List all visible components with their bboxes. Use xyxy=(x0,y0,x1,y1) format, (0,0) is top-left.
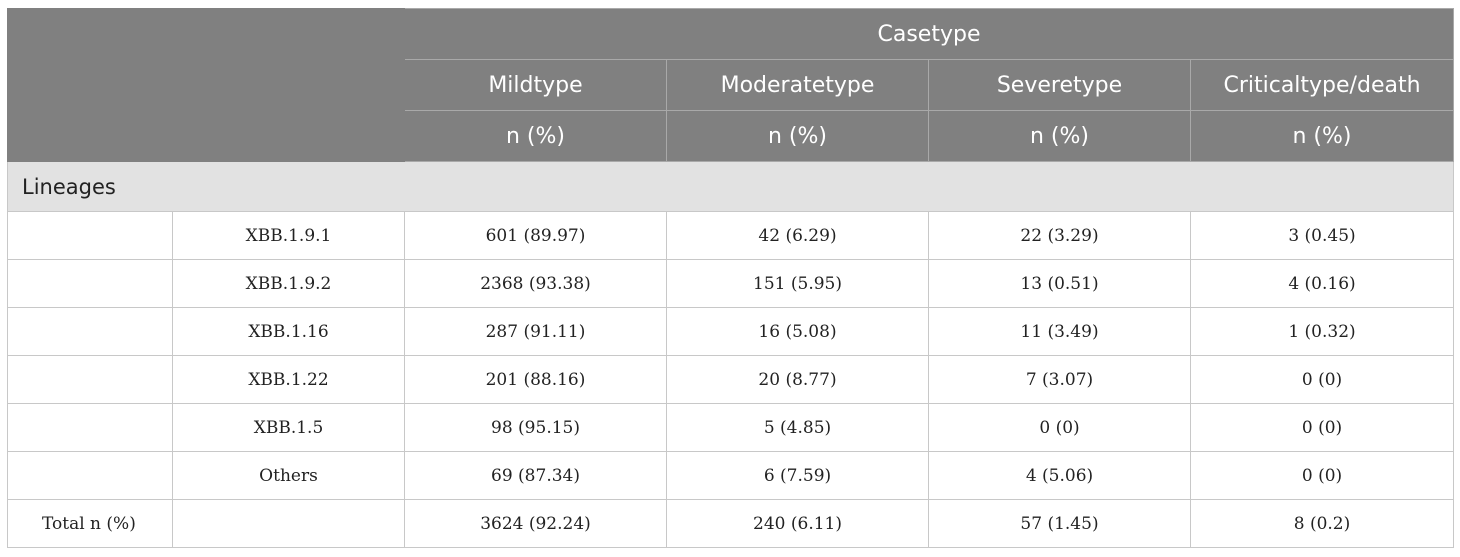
value-cell: 0 (0) xyxy=(1190,355,1454,404)
lineage-name: XBB.1.9.1 xyxy=(172,211,405,260)
value-cell: 4 (0.16) xyxy=(1190,259,1454,308)
total-value-cell: 3624 (92.24) xyxy=(404,499,667,548)
header-unit: n (%) xyxy=(404,110,667,162)
value-cell: 22 (3.29) xyxy=(928,211,1191,260)
value-cell: 69 (87.34) xyxy=(404,451,667,500)
value-cell: 6 (7.59) xyxy=(666,451,929,500)
row-spacer-cell xyxy=(7,451,173,500)
value-cell: 151 (5.95) xyxy=(666,259,929,308)
total-value-cell: 8 (0.2) xyxy=(1190,499,1454,548)
table-row: XBB.1.16 287 (91.11) 16 (5.08) 11 (3.49)… xyxy=(7,307,1454,356)
lineage-name: XBB.1.9.2 xyxy=(172,259,405,308)
casetype-lineage-table: Casetype Mildtype Moderatetype Severetyp… xyxy=(7,8,1454,548)
row-spacer-cell xyxy=(7,355,173,404)
table-row: XBB.1.5 98 (95.15) 5 (4.85) 0 (0) 0 (0) xyxy=(7,403,1454,452)
value-cell: 2368 (93.38) xyxy=(404,259,667,308)
value-cell: 0 (0) xyxy=(928,403,1191,452)
row-spacer-cell xyxy=(172,499,405,548)
total-value-cell: 57 (1.45) xyxy=(928,499,1191,548)
value-cell: 7 (3.07) xyxy=(928,355,1191,404)
header-col-criticaltype: Criticaltype/death xyxy=(1190,59,1454,111)
value-cell: 4 (5.06) xyxy=(928,451,1191,500)
value-cell: 3 (0.45) xyxy=(1190,211,1454,260)
value-cell: 20 (8.77) xyxy=(666,355,929,404)
lineage-name: XBB.1.16 xyxy=(172,307,405,356)
lineage-name: XBB.1.5 xyxy=(172,403,405,452)
value-cell: 0 (0) xyxy=(1190,451,1454,500)
value-cell: 601 (89.97) xyxy=(404,211,667,260)
value-cell: 98 (95.15) xyxy=(404,403,667,452)
table-row: Others 69 (87.34) 6 (7.59) 4 (5.06) 0 (0… xyxy=(7,451,1454,500)
table-row: XBB.1.9.2 2368 (93.38) 151 (5.95) 13 (0.… xyxy=(7,259,1454,308)
value-cell: 201 (88.16) xyxy=(404,355,667,404)
header-group-casetype: Casetype xyxy=(404,8,1454,60)
row-spacer-cell xyxy=(7,259,173,308)
header-corner xyxy=(7,8,405,162)
lineage-name: Others xyxy=(172,451,405,500)
section-label-lineages: Lineages xyxy=(7,161,1454,212)
table-body: Lineages XBB.1.9.1 601 (89.97) 42 (6.29)… xyxy=(7,161,1454,548)
value-cell: 1 (0.32) xyxy=(1190,307,1454,356)
value-cell: 16 (5.08) xyxy=(666,307,929,356)
row-spacer-cell xyxy=(7,307,173,356)
total-label: Total n (%) xyxy=(7,499,173,548)
header-unit: n (%) xyxy=(928,110,1191,162)
value-cell: 287 (91.11) xyxy=(404,307,667,356)
table-container: Casetype Mildtype Moderatetype Severetyp… xyxy=(7,8,1454,548)
total-row: Total n (%) 3624 (92.24) 240 (6.11) 57 (… xyxy=(7,499,1454,548)
total-value-cell: 240 (6.11) xyxy=(666,499,929,548)
header-unit: n (%) xyxy=(666,110,929,162)
section-row: Lineages xyxy=(7,161,1454,212)
header-unit: n (%) xyxy=(1190,110,1454,162)
table-header: Casetype Mildtype Moderatetype Severetyp… xyxy=(7,8,1454,162)
header-col-severetype: Severetype xyxy=(928,59,1191,111)
header-col-moderatetype: Moderatetype xyxy=(666,59,929,111)
table-row: XBB.1.22 201 (88.16) 20 (8.77) 7 (3.07) … xyxy=(7,355,1454,404)
value-cell: 5 (4.85) xyxy=(666,403,929,452)
value-cell: 13 (0.51) xyxy=(928,259,1191,308)
value-cell: 0 (0) xyxy=(1190,403,1454,452)
value-cell: 42 (6.29) xyxy=(666,211,929,260)
row-spacer-cell xyxy=(7,211,173,260)
value-cell: 11 (3.49) xyxy=(928,307,1191,356)
lineage-name: XBB.1.22 xyxy=(172,355,405,404)
row-spacer-cell xyxy=(7,403,173,452)
table-row: XBB.1.9.1 601 (89.97) 42 (6.29) 22 (3.29… xyxy=(7,211,1454,260)
header-col-mildtype: Mildtype xyxy=(404,59,667,111)
